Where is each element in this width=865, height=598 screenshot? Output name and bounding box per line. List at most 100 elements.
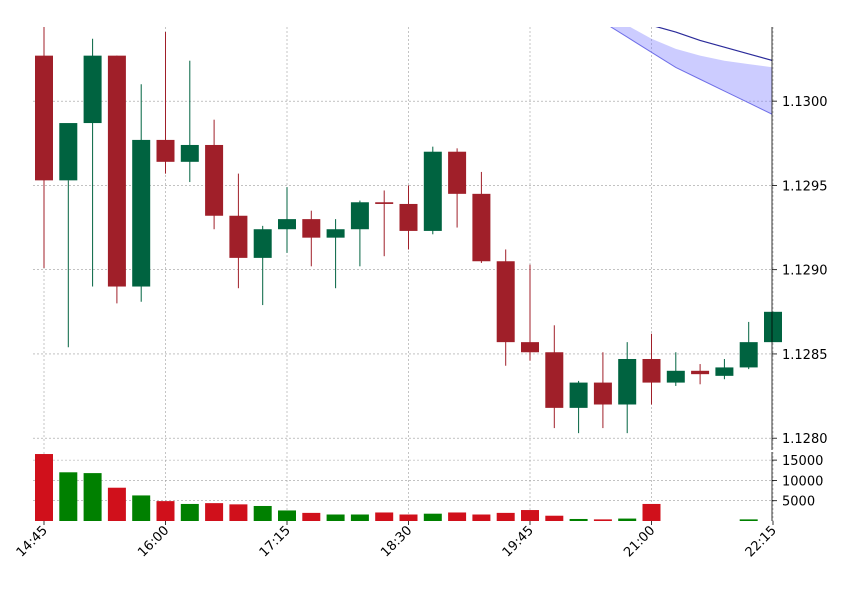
candle-body: [496, 261, 515, 343]
volume-bar: [253, 505, 272, 521]
candle: [205, 119, 224, 230]
price-tick-label: 1.1285: [782, 348, 828, 363]
candle: [472, 171, 491, 263]
candle-body: [423, 151, 442, 231]
volume-bar: [132, 495, 151, 521]
candle: [375, 190, 394, 257]
volume-bar: [399, 514, 418, 521]
candle: [642, 333, 661, 405]
price-tick-label: 1.1280: [782, 432, 828, 447]
candle: [448, 148, 467, 228]
volume-tick-label: 10000: [782, 474, 823, 489]
candle: [521, 264, 539, 361]
candle-body: [229, 215, 248, 258]
candle: [666, 352, 685, 386]
volume-bar: [35, 454, 53, 521]
candle-body: [35, 55, 53, 181]
candle-body: [521, 342, 539, 353]
x-tick-label: 16:00: [135, 523, 172, 560]
candle: [326, 219, 345, 289]
volume-bar: [326, 514, 345, 521]
price-tick-label: 1.1300: [782, 95, 828, 110]
candle-body: [156, 139, 175, 162]
volume-bar: [302, 512, 321, 521]
candle: [229, 173, 248, 289]
candle-body: [107, 55, 126, 287]
volume-bar: [472, 514, 491, 521]
band-area: [611, 27, 772, 115]
candle: [350, 200, 369, 267]
volume-bar: [205, 503, 224, 521]
candle: [107, 55, 126, 304]
candle-body: [666, 370, 685, 383]
candle: [132, 84, 151, 302]
x-tick-label: 17:15: [257, 523, 294, 560]
x-tick-label: 22:15: [743, 523, 780, 560]
candle: [739, 321, 758, 370]
x-tick-label: 19:45: [500, 523, 537, 560]
candle-body: [302, 219, 321, 238]
volume-bar: [375, 512, 394, 521]
candle: [764, 311, 782, 343]
volume-bar: [739, 519, 758, 521]
candle-body: [59, 123, 78, 181]
candle: [496, 249, 515, 366]
candle: [35, 27, 53, 268]
volume-bar: [618, 518, 637, 521]
candle-body: [180, 144, 199, 162]
candle: [691, 364, 710, 385]
band-lower-edge: [610, 27, 772, 115]
volume-bar: [107, 487, 126, 521]
volume-bar: [448, 512, 467, 521]
candle-body: [739, 342, 758, 368]
candle-body: [764, 311, 782, 343]
candle: [180, 60, 199, 183]
volume-bar: [496, 512, 515, 521]
volume-bar: [156, 501, 175, 521]
volume-bar: [350, 514, 369, 521]
x-tick-label: 18:30: [378, 523, 415, 560]
candle-body: [593, 382, 612, 405]
candle-body: [375, 202, 394, 204]
candle-body: [691, 370, 710, 375]
candle: [59, 123, 78, 348]
volume-tick-label: 5000: [782, 495, 815, 510]
candle-body: [569, 382, 588, 408]
x-tick-label: 21:00: [621, 523, 658, 560]
candle-body: [326, 229, 345, 238]
forecast-band: [610, 27, 772, 115]
volume-bar: [278, 510, 296, 521]
band-mid-line: [655, 27, 772, 62]
candle-body: [83, 55, 102, 124]
volume-bar: [180, 503, 199, 521]
candle: [569, 380, 588, 434]
candle-body: [715, 367, 734, 376]
candle-body: [545, 352, 564, 408]
candle-body: [642, 358, 661, 383]
volume-series: [35, 454, 758, 521]
price-tick-label: 1.1295: [782, 179, 828, 194]
candle: [399, 185, 418, 250]
candle-body: [618, 358, 637, 405]
candle: [618, 342, 637, 434]
candle: [156, 32, 175, 174]
volume-bar: [229, 504, 248, 521]
candle: [715, 358, 734, 380]
candle-body: [132, 139, 151, 287]
candle-body: [205, 144, 224, 216]
candle: [83, 38, 102, 287]
volume-bar: [521, 510, 539, 521]
candle: [423, 146, 442, 235]
candle: [278, 187, 296, 253]
gridlines: [33, 27, 774, 521]
volume-bar: [642, 503, 661, 521]
price-tick-label: 1.1290: [782, 264, 828, 279]
candle-body: [253, 229, 272, 258]
candle-body: [278, 219, 296, 230]
x-tick-label: 14:45: [14, 523, 51, 560]
candle-body: [472, 193, 491, 262]
volume-bar: [545, 515, 564, 521]
candle: [593, 352, 612, 429]
